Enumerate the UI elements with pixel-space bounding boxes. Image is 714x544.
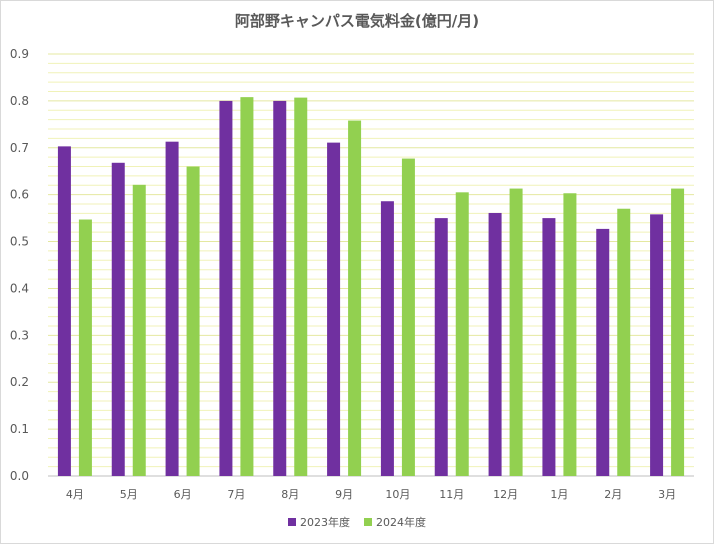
y-tick-label: 0.6	[10, 188, 29, 202]
bar-2024-12	[671, 188, 685, 476]
bar-2023-7	[380, 201, 394, 476]
bar-2024-7	[401, 158, 415, 476]
bar-2024-5	[294, 97, 308, 477]
x-tick-label: 2月	[604, 488, 622, 501]
y-tick-label: 0.1	[10, 422, 29, 436]
bar-2024-10	[563, 193, 577, 476]
bar-2023-2	[111, 162, 125, 476]
bar-2024-1	[78, 219, 92, 477]
bar-2023-6	[327, 142, 341, 476]
x-tick-label: 12月	[493, 488, 518, 501]
y-tick-label: 0.7	[10, 141, 29, 155]
bar-2024-8	[455, 192, 469, 477]
y-tick-label: 0.0	[10, 469, 29, 483]
x-tick-label: 9月	[335, 488, 353, 501]
x-tick-label: 3月	[658, 488, 676, 501]
bar-2023-11	[596, 228, 610, 476]
x-tick-label: 4月	[66, 488, 84, 501]
bar-2023-10	[542, 218, 556, 476]
x-tick-label: 10月	[385, 488, 410, 501]
bar-2023-12	[650, 214, 664, 477]
legend-label-2023: 2023年度	[300, 516, 350, 529]
bar-2024-6	[348, 120, 362, 477]
x-tick-label: 7月	[227, 488, 245, 501]
legend-swatch-2024	[364, 518, 372, 526]
bar-2023-9	[488, 212, 502, 476]
bar-2023-8	[434, 218, 448, 476]
y-tick-label: 0.2	[10, 375, 29, 389]
bar-2024-2	[132, 184, 146, 476]
legend-item-2023: 2023年度	[288, 514, 350, 530]
legend-swatch-2023	[288, 518, 296, 526]
bar-2024-3	[186, 166, 200, 477]
y-tick-label: 0.8	[10, 94, 29, 108]
x-tick-label: 6月	[174, 488, 192, 501]
bar-2023-4	[219, 100, 233, 476]
x-tick-label: 5月	[120, 488, 138, 501]
y-tick-label: 0.3	[10, 328, 29, 342]
y-tick-label: 0.9	[10, 47, 29, 61]
y-tick-label: 0.4	[10, 281, 29, 295]
x-tick-label: 8月	[281, 488, 299, 501]
legend: 2023年度 2024年度	[0, 514, 714, 530]
legend-label-2024: 2024年度	[376, 516, 426, 529]
bar-2024-4	[240, 97, 254, 476]
x-tick-label: 11月	[439, 488, 464, 501]
bar-2023-5	[273, 100, 287, 476]
bar-2023-3	[165, 141, 179, 476]
bar-2023-1	[57, 146, 71, 477]
legend-item-2024: 2024年度	[364, 514, 426, 530]
x-tick-label: 1月	[550, 488, 568, 501]
y-tick-label: 0.5	[10, 235, 29, 249]
bar-2024-9	[509, 188, 523, 476]
bar-2024-11	[617, 208, 631, 476]
chart-title: 阿部野キャンパス電気料金(億円/月)	[234, 12, 480, 30]
